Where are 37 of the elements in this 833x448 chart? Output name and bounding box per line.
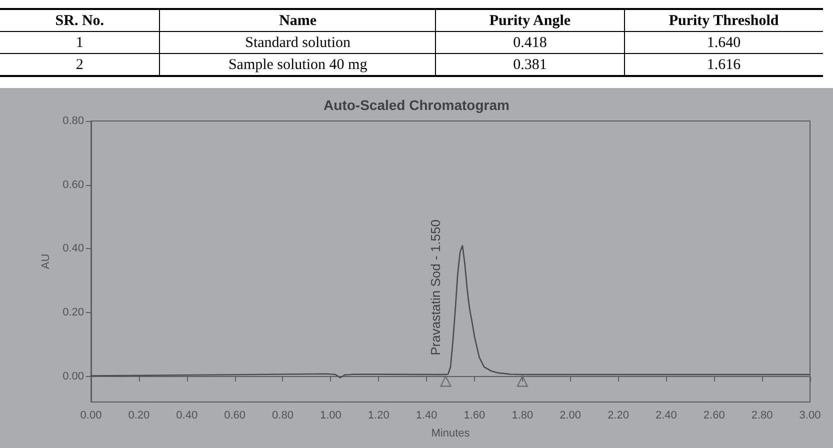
x-tick-label: 1.20	[368, 410, 390, 422]
x-tick-label: 3.00	[799, 410, 821, 422]
x-tick-label: 2.80	[751, 410, 773, 422]
y-tick-label: 0.40	[62, 242, 84, 255]
text: Sample solution 40 mg	[228, 56, 368, 72]
y-tick-label: 0.60	[62, 178, 84, 191]
x-tick-label: 2.20	[608, 410, 629, 422]
annotation: Pravastatin Sod - 1.550	[428, 220, 443, 356]
y-axis-title: AU	[40, 254, 52, 270]
text: 2	[76, 56, 84, 72]
x-tick-label: 2.40	[655, 410, 677, 422]
category-label: Name	[160, 9, 436, 32]
x-tick-label: 1.00	[320, 410, 342, 422]
x-tick-label: 0.20	[128, 410, 150, 422]
x-tick-label: 2.00	[560, 410, 582, 422]
x-tick-label: 1.80	[512, 410, 534, 422]
text: Standard solution	[245, 34, 351, 50]
y-tick-label: 0.00	[62, 370, 84, 382]
text: 0.418	[513, 34, 547, 50]
category-label: Purity Angle	[436, 9, 624, 32]
text: 0.381	[513, 56, 547, 72]
x-tick-label: 0.80	[272, 410, 294, 422]
chart-title: Auto-Scaled Chromatogram	[324, 97, 510, 113]
y-tick-label: 0.80	[62, 115, 84, 127]
x-axis-title: Minutes	[431, 428, 470, 440]
category-label: SR. No.	[0, 9, 160, 32]
x-tick-label: 1.40	[416, 410, 438, 422]
x-tick-label: 2.60	[703, 410, 725, 422]
y-tick-label: 0.20	[62, 306, 84, 319]
text: 1.616	[706, 56, 741, 72]
x-tick-label: 1.60	[464, 410, 486, 422]
x-tick-label: 0.40	[176, 410, 198, 422]
x-tick-label: 0.60	[224, 410, 246, 422]
text: 1	[76, 34, 84, 50]
category-label: Purity Threshold	[624, 9, 823, 32]
x-tick-label: 0.00	[80, 410, 102, 422]
text: 1.640	[706, 34, 741, 50]
